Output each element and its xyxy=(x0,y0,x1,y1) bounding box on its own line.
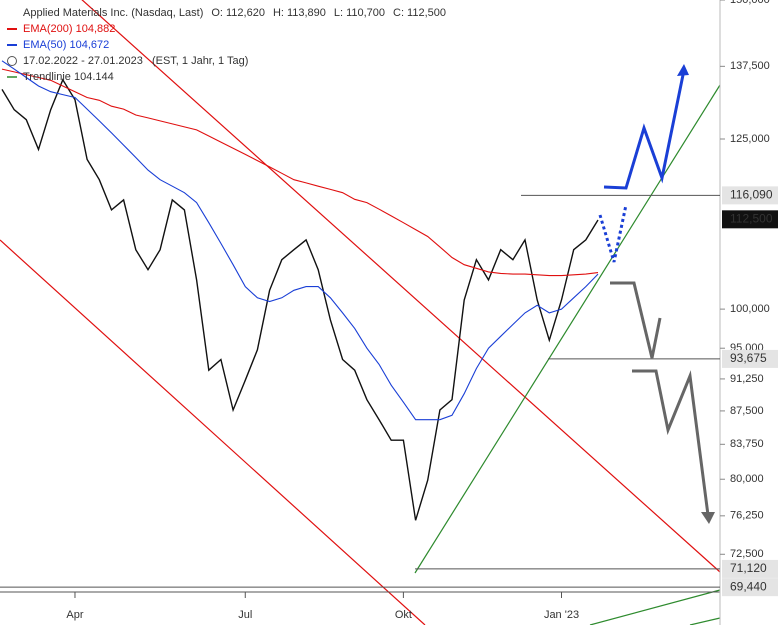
legend-entry: EMA(50) 104,672 xyxy=(23,39,109,51)
drawings xyxy=(0,0,721,625)
period: 17.02.2022 - 27.01.2023 (EST, 1 Jahr, 1 … xyxy=(23,55,248,67)
price-label: 112,500 xyxy=(730,211,773,225)
legend-entry: Trendlinie 104.144 xyxy=(23,71,114,83)
legend-value: 104,882 xyxy=(76,23,116,35)
ohlc-label: C: xyxy=(393,7,404,19)
legend-value: 104.144 xyxy=(74,71,114,83)
price-label: 71,120 xyxy=(730,561,767,575)
price-label-box xyxy=(722,559,778,578)
price-label-box xyxy=(722,186,778,205)
price-label-box xyxy=(722,210,778,229)
period-note: (EST, 1 Jahr, 1 Tag) xyxy=(152,55,248,67)
ohlc-label: L: xyxy=(334,7,343,19)
ohlc-value: 112,620 xyxy=(226,7,265,19)
ohlc-label: H: xyxy=(273,7,284,19)
y-tick-label: 80,000 xyxy=(730,473,764,485)
ohlc-label: O: xyxy=(211,7,223,19)
legend-title: Applied Materials Inc. (Nasdaq, Last) O: 1… xyxy=(23,7,446,19)
price-label-box xyxy=(722,578,778,597)
price-line xyxy=(1,78,599,521)
price-label: 116,090 xyxy=(730,188,773,202)
legend: Applied Materials Inc. (Nasdaq, Last) O: 1… xyxy=(7,7,446,83)
ohlc-value: 113,890 xyxy=(287,7,326,19)
arrow-head xyxy=(677,64,689,76)
period-range: 17.02.2022 - 27.01.2023 xyxy=(23,55,143,67)
y-tick-label: 150,000 xyxy=(730,0,770,6)
title: Applied Materials Inc. (Nasdaq, Last) xyxy=(23,7,203,19)
y-tick-label: 100,000 xyxy=(730,303,770,315)
channel-upper xyxy=(81,0,721,573)
trendline-3 xyxy=(689,617,721,625)
channel-lower xyxy=(0,239,426,625)
x-tick-label: Okt xyxy=(395,609,412,621)
plot xyxy=(0,60,720,588)
y-tick-label: 72,500 xyxy=(730,548,764,560)
trendline xyxy=(414,84,721,574)
y-tick-label: 125,000 xyxy=(730,133,770,145)
price-label-box xyxy=(722,349,778,368)
price-label: 93,675 xyxy=(730,351,767,365)
legend-name: EMA(50) xyxy=(23,39,66,51)
ohlc-value: 110,700 xyxy=(346,7,385,19)
legend-name: Trendlinie xyxy=(23,71,71,83)
clock-icon xyxy=(7,56,17,66)
price-label: 69,440 xyxy=(730,579,767,593)
trendline-2 xyxy=(589,589,721,625)
x-tick-label: Jan '23 xyxy=(544,609,579,621)
y-tick-label: 87,500 xyxy=(730,405,764,417)
legend-name: EMA(200) xyxy=(23,23,73,35)
legend-entry: EMA(200) 104,882 xyxy=(23,23,115,35)
scenario-down-2 xyxy=(632,369,710,516)
scenario-up xyxy=(603,69,686,190)
x-tick-label: Apr xyxy=(66,609,83,621)
scenario-dotted xyxy=(598,204,628,263)
legend-value: 104,672 xyxy=(69,39,109,51)
ohlc-value: 112,500 xyxy=(407,7,446,19)
x-tick-label: Jul xyxy=(238,609,252,621)
ema-line xyxy=(1,60,599,421)
y-tick-label: 137,500 xyxy=(730,60,770,72)
arrow-head xyxy=(701,512,715,524)
y-tick-label: 76,250 xyxy=(730,510,764,522)
ema-line xyxy=(1,68,599,277)
y-tick-label: 91,250 xyxy=(730,373,764,385)
scenario-down-1 xyxy=(610,281,662,359)
y-tick-label: 83,750 xyxy=(730,438,764,450)
